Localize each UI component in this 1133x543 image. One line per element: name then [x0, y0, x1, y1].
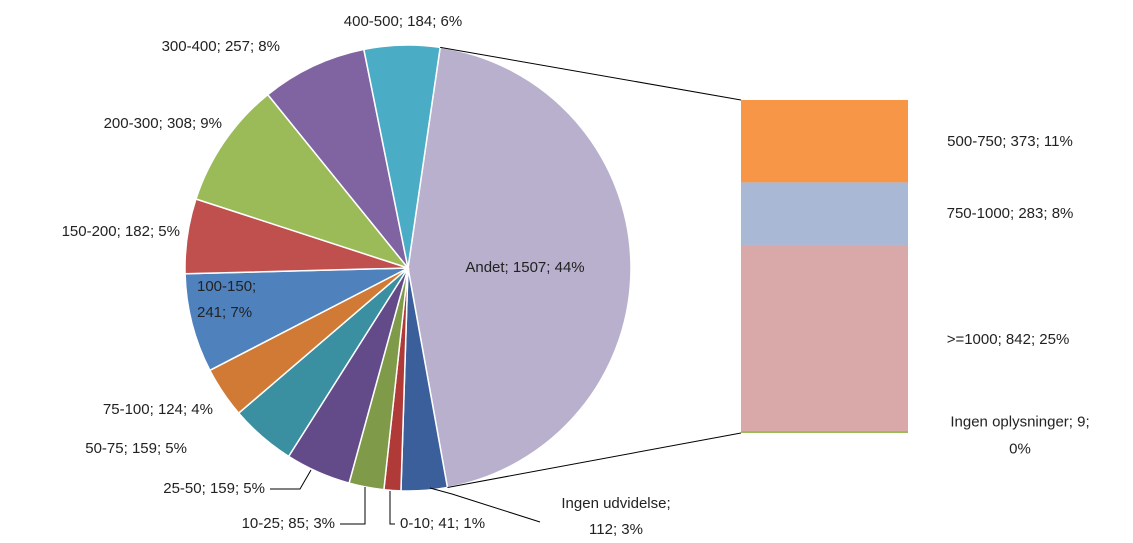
data-label: >=1000; 842; 25% [947, 331, 1070, 348]
data-label: Ingen oplysninger; 9; 0% [950, 413, 1089, 457]
data-label: 75-100; 124; 4% [103, 401, 213, 418]
data-label: 750-1000; 283; 8% [947, 205, 1074, 222]
data-label: 0-10; 41; 1% [400, 515, 485, 532]
pie-slice [362, 44, 442, 269]
leader-line [389, 491, 395, 525]
data-label: 150-200; 182; 5% [62, 223, 180, 240]
bar-segment [741, 431, 908, 433]
data-label: 300-400; 257; 8% [162, 38, 280, 55]
data-label: 400-500; 184; 6% [344, 13, 462, 30]
bar-segment [741, 182, 908, 245]
data-label: Ingen udvidelse; 112; 3% [561, 495, 670, 538]
data-label: 25-50; 159; 5% [163, 480, 265, 497]
data-label: 10-25; 85; 3% [242, 515, 335, 532]
pie-slice [407, 46, 632, 489]
leader-line [270, 469, 312, 490]
data-label: Andet; 1507; 44% [465, 259, 584, 276]
connector [447, 432, 742, 488]
leader-line [340, 487, 366, 525]
data-label: 100-150; 241; 7% [197, 278, 256, 321]
pie-slice [266, 48, 409, 269]
bar-segment [741, 100, 908, 183]
pie-slice [195, 93, 411, 270]
data-label: 200-300; 308; 9% [104, 115, 222, 132]
bar-segment [741, 244, 908, 432]
pie-slice [184, 267, 409, 372]
data-label: 50-75; 159; 5% [85, 440, 187, 457]
data-label: 500-750; 373; 11% [947, 133, 1073, 150]
connector [440, 46, 742, 101]
leader-line [429, 487, 541, 523]
